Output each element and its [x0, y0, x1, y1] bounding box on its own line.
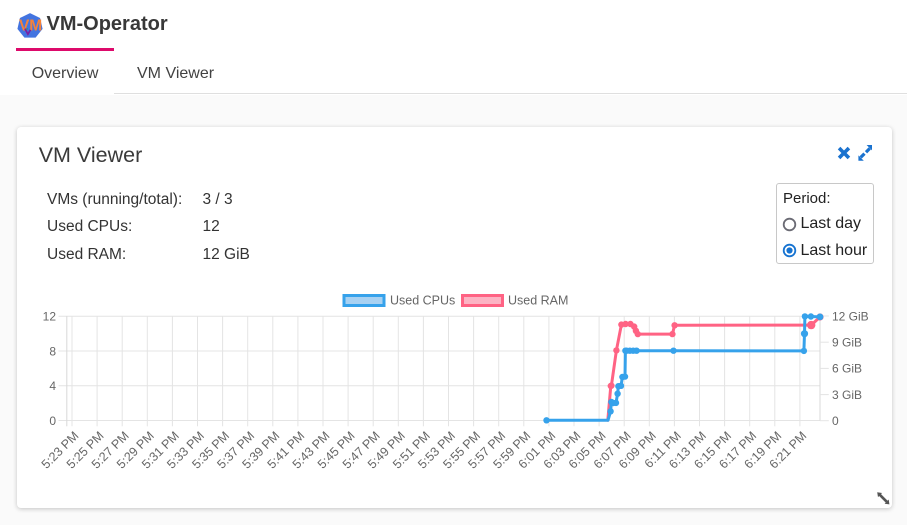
svg-text:0: 0 — [49, 414, 56, 428]
svg-text:12: 12 — [43, 310, 57, 324]
svg-text:Used RAM: Used RAM — [508, 294, 568, 308]
svg-text:4: 4 — [49, 379, 56, 393]
svg-text:12 GiB: 12 GiB — [832, 309, 869, 323]
svg-text:9 GiB: 9 GiB — [832, 336, 862, 350]
svg-text:6 GiB: 6 GiB — [832, 362, 862, 376]
svg-text:8: 8 — [49, 344, 56, 358]
svg-text:VM: VM — [18, 18, 41, 35]
svg-text:3 GiB: 3 GiB — [832, 388, 862, 402]
svg-text:0: 0 — [832, 414, 839, 428]
svg-text:Used CPUs: Used CPUs — [390, 294, 455, 308]
